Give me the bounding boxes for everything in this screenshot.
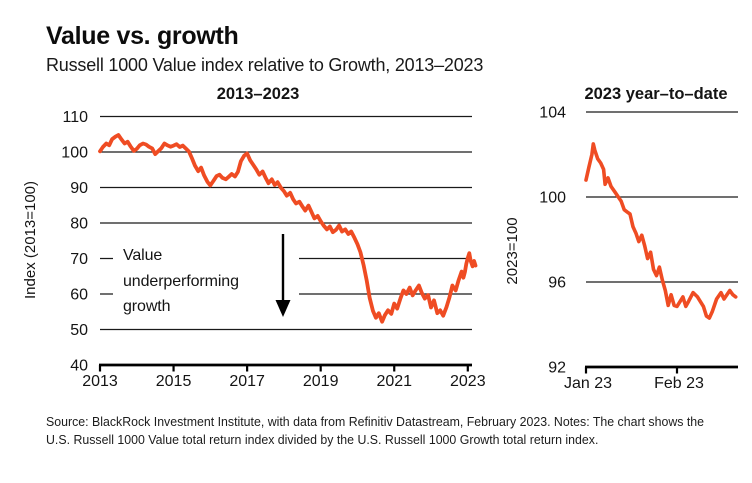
x-tick-label-Jan-23: Jan 23 bbox=[564, 375, 612, 392]
y-tick-label-left-40: 40 bbox=[70, 358, 88, 375]
left-y-axis-label: Index (2013=100) bbox=[22, 181, 39, 299]
x-tick-label-2015: 2015 bbox=[156, 373, 192, 390]
right-chart-title: 2023 year–to–date bbox=[584, 85, 727, 103]
source-note-line-1: Source: BlackRock Investment Institute, … bbox=[46, 414, 705, 429]
x-tick-label-2013: 2013 bbox=[82, 373, 118, 390]
source-note-line-2: U.S. Russell 1000 Value total return ind… bbox=[46, 431, 599, 447]
y-tick-label-left-110: 110 bbox=[62, 109, 88, 126]
y-tick-label-left-90: 90 bbox=[70, 180, 88, 197]
source-note: Source: BlackRock Investment Institute, … bbox=[46, 413, 722, 448]
left-chart-title: 2013–2023 bbox=[217, 85, 300, 103]
down-arrow-head bbox=[275, 300, 291, 317]
x-tick-label-2019: 2019 bbox=[303, 373, 339, 390]
y-tick-label-left-80: 80 bbox=[70, 216, 88, 233]
x-tick-label-2021: 2021 bbox=[376, 373, 412, 390]
y-tick-label-left-100: 100 bbox=[61, 145, 88, 162]
page-subtitle: Russell 1000 Value index relative to Gro… bbox=[46, 55, 484, 75]
y-tick-label-right-104: 104 bbox=[539, 105, 566, 122]
x-tick-label-Feb-23: Feb 23 bbox=[654, 375, 704, 392]
annotation-mask bbox=[113, 242, 299, 320]
y-tick-label-left-50: 50 bbox=[70, 322, 88, 339]
annotation-line-2: underperforming bbox=[123, 272, 239, 290]
y-tick-label-right-100: 100 bbox=[539, 190, 566, 207]
right-y-axis-label: 2023=100 bbox=[504, 217, 521, 284]
annotation-value-underperforming: Value underperforming growth bbox=[123, 243, 299, 320]
y-tick-label-left-70: 70 bbox=[70, 251, 88, 268]
y-tick-label-right-96: 96 bbox=[548, 275, 566, 292]
annotation-line-1: Value bbox=[123, 247, 163, 264]
x-tick-label-2023: 2023 bbox=[450, 373, 486, 390]
y-tick-label-right-92: 92 bbox=[548, 360, 566, 377]
y-tick-label-left-60: 60 bbox=[70, 287, 88, 304]
x-tick-label-2017: 2017 bbox=[229, 373, 265, 390]
page-title: Value vs. growth bbox=[46, 22, 239, 50]
annotation-line-3: growth bbox=[123, 298, 171, 315]
series-line-2013-2023 bbox=[98, 133, 478, 324]
series-line-2023-ytd bbox=[584, 142, 738, 320]
